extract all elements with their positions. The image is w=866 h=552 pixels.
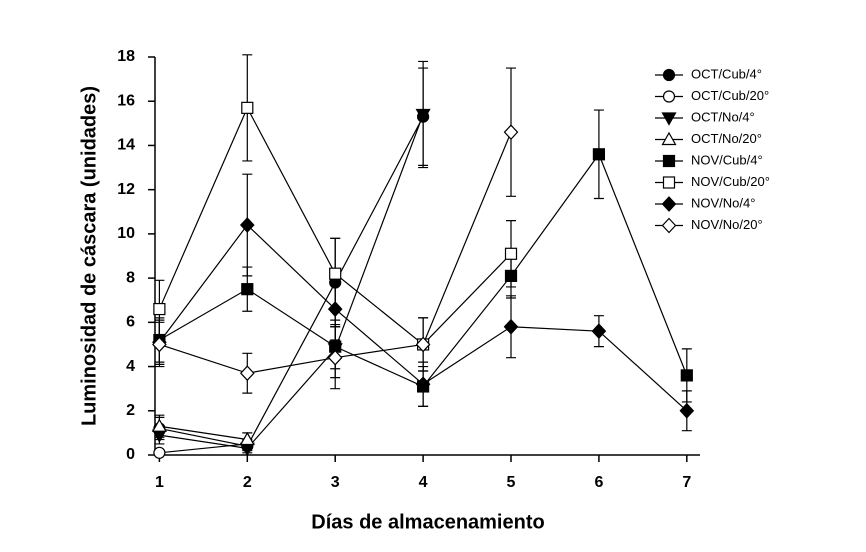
point bbox=[241, 101, 254, 114]
legend-label: NOV/Cub/4° bbox=[691, 152, 763, 167]
y-tick-label: 8 bbox=[126, 269, 135, 286]
legend-label: NOV/Cub/20° bbox=[691, 174, 770, 189]
legend-marker bbox=[661, 112, 677, 126]
y-tick-label: 14 bbox=[117, 137, 135, 154]
legend-marker bbox=[661, 217, 677, 234]
point bbox=[503, 124, 519, 141]
point bbox=[415, 376, 431, 393]
y-axis-label: Luminosidad de cáscara (unidades) bbox=[78, 86, 100, 426]
point bbox=[152, 336, 167, 353]
x-tick-label: 7 bbox=[682, 474, 691, 491]
series-line bbox=[159, 443, 248, 454]
point bbox=[153, 446, 166, 459]
point bbox=[151, 418, 167, 432]
point bbox=[239, 365, 255, 382]
point bbox=[415, 336, 431, 353]
point bbox=[504, 269, 518, 282]
point bbox=[592, 148, 606, 161]
point bbox=[153, 302, 166, 316]
legend-label: OCT/Cub/20° bbox=[691, 88, 769, 103]
legend-label: NOV/No/20° bbox=[691, 217, 763, 232]
x-tick-label: 3 bbox=[331, 474, 340, 491]
y-tick-label: 0 bbox=[126, 446, 135, 463]
point bbox=[504, 247, 518, 260]
point bbox=[680, 369, 693, 382]
point bbox=[415, 108, 431, 123]
legend-marker bbox=[662, 68, 676, 82]
point bbox=[327, 349, 343, 366]
y-tick-label: 16 bbox=[117, 92, 135, 109]
legend-marker bbox=[662, 154, 676, 168]
legend-label: NOV/No/4° bbox=[691, 195, 755, 210]
y-tick-label: 18 bbox=[117, 48, 135, 65]
series-line bbox=[159, 116, 424, 447]
legend-label: OCT/Cub/4° bbox=[691, 66, 762, 81]
series-line bbox=[159, 425, 248, 441]
x-tick-label: 4 bbox=[419, 474, 428, 491]
x-tick-label: 5 bbox=[507, 474, 516, 491]
point bbox=[503, 318, 519, 335]
y-tick-label: 12 bbox=[117, 181, 135, 198]
x-tick-label: 2 bbox=[243, 474, 252, 491]
point bbox=[679, 402, 695, 419]
legend-marker bbox=[662, 90, 676, 103]
legend-label: OCT/No/20° bbox=[691, 131, 762, 146]
point bbox=[239, 431, 255, 446]
legend-label: OCT/No/4° bbox=[691, 109, 755, 124]
y-tick-label: 10 bbox=[117, 225, 135, 242]
point bbox=[327, 301, 343, 317]
legend-marker bbox=[661, 131, 677, 146]
y-tick-label: 4 bbox=[126, 358, 135, 375]
point bbox=[241, 283, 254, 296]
x-tick-label: 6 bbox=[594, 474, 603, 491]
y-tick-label: 2 bbox=[126, 402, 135, 419]
x-tick-label: 1 bbox=[155, 474, 164, 491]
point bbox=[329, 267, 342, 280]
legend-marker bbox=[662, 176, 676, 189]
x-axis-label: Días de almacenamiento bbox=[311, 511, 544, 533]
y-tick-label: 6 bbox=[126, 314, 135, 331]
series-line bbox=[159, 114, 424, 450]
point bbox=[239, 217, 255, 233]
legend-marker bbox=[661, 196, 677, 212]
point bbox=[591, 323, 607, 340]
